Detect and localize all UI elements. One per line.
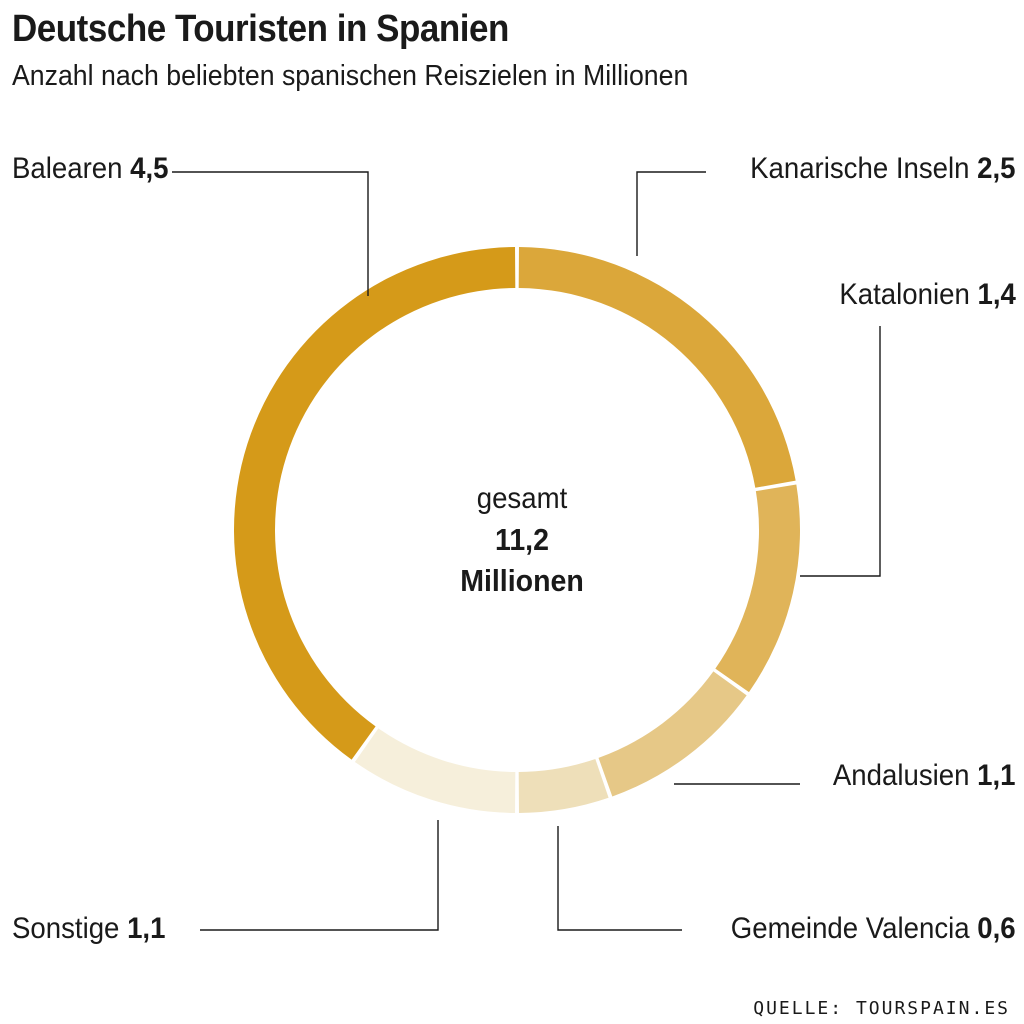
donut-slice-katalonien xyxy=(715,484,800,693)
slice-name: Sonstige xyxy=(12,912,120,945)
chart-subtitle: Anzahl nach beliebten spanischen Reiszie… xyxy=(12,60,689,92)
slice-label-balearen: Balearen 4,5 xyxy=(12,152,169,186)
slice-label-gemeinde-valencia: Gemeinde Valencia 0,6 xyxy=(731,912,1016,946)
slice-name: Gemeinde Valencia xyxy=(731,912,970,945)
donut-slice-balearen xyxy=(234,247,516,760)
center-caption: gesamt xyxy=(476,482,568,515)
slice-label-katalonien: Katalonien 1,4 xyxy=(839,278,1016,312)
donut-slice-gemeinde-valencia xyxy=(518,758,609,813)
donut-slice-sonstige xyxy=(354,728,516,813)
slice-name: Kanarische Inseln xyxy=(750,152,970,185)
slice-label-andalusien: Andalusien 1,1 xyxy=(833,759,1016,793)
slice-value: 2,5 xyxy=(977,152,1016,185)
center-total: 11,2 xyxy=(495,522,549,557)
donut-slice-andalusien xyxy=(598,671,747,797)
slice-label-sonstige: Sonstige 1,1 xyxy=(12,912,165,946)
slice-value: 4,5 xyxy=(130,152,169,185)
slice-name: Balearen xyxy=(12,152,123,185)
slice-value: 1,1 xyxy=(127,912,166,945)
leader-line-balearen xyxy=(172,171,369,296)
chart-title: Deutsche Touristen in Spanien xyxy=(12,8,509,50)
slice-value: 0,6 xyxy=(977,912,1016,945)
leader-line-gemeinde-valencia xyxy=(557,826,682,931)
donut-slice-kanarische-inseln xyxy=(518,247,796,488)
leader-line-katalonien xyxy=(800,326,881,577)
slice-value: 1,1 xyxy=(977,759,1016,792)
leader-line-kanarische-inseln xyxy=(636,171,706,256)
source-note: QUELLE: TOURSPAIN.ES xyxy=(753,998,1010,1019)
leader-line-sonstige xyxy=(200,820,439,931)
slice-name: Katalonien xyxy=(839,278,970,311)
center-unit: Millionen xyxy=(460,563,584,598)
slice-name: Andalusien xyxy=(833,759,970,792)
slice-label-kanarische-inseln: Kanarische Inseln 2,5 xyxy=(751,152,1016,186)
slice-value: 1,4 xyxy=(977,278,1016,311)
